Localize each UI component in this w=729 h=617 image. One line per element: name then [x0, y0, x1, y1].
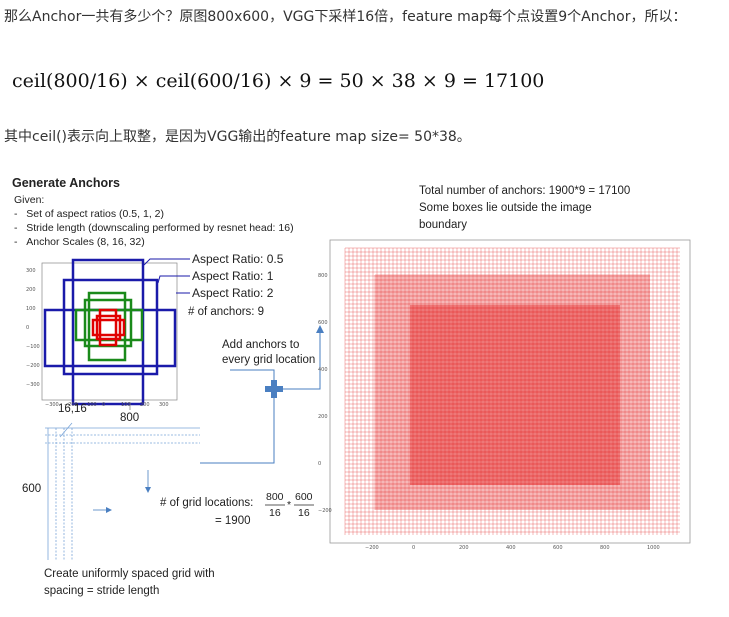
small-plot-xtick: −200: [64, 402, 78, 408]
plus-icon-v: [271, 380, 277, 398]
big-plot-xtick: 400: [506, 545, 516, 551]
big-plot-xtick: −200: [365, 545, 379, 551]
frac1-num: 800: [266, 491, 284, 503]
big-plot-ytick: 0: [318, 461, 322, 467]
small-plot-frame: [41, 262, 178, 401]
arrow-grid-right-head: [106, 507, 112, 513]
aspect-label-line-2: [157, 275, 190, 284]
aspect-label-1: Aspect Ratio: 0.5: [192, 252, 284, 266]
anchor-box-blue-tall: [71, 258, 145, 406]
grid-result: = 1900: [215, 515, 251, 527]
arrow-from-anchors: [230, 369, 275, 380]
arrow-head-up: [316, 325, 324, 333]
frac2-den: 16: [298, 507, 310, 519]
given-item-1: - Set of aspect ratios (0.5, 1, 2): [14, 208, 164, 220]
small-plot-ytick: 100: [26, 306, 36, 312]
figure-title: Generate Anchors: [12, 176, 120, 190]
anchor-box-red-wide: [91, 318, 126, 337]
origin-pointer: [59, 422, 73, 438]
paragraph-intro: 那么Anchor一共有多少个？原图800x600，VGG下采样16倍，featu…: [4, 9, 687, 25]
frac1-den: 16: [269, 507, 281, 519]
anchor-box-red-square: [95, 314, 122, 341]
aspect-label-2: Aspect Ratio: 1: [192, 269, 274, 283]
small-plot-ytick: 0: [26, 325, 30, 331]
small-plot-xtick: 300: [159, 402, 169, 408]
grid-dense-core: [410, 305, 620, 485]
big-plot-xtick: 1000: [647, 545, 660, 551]
anchor-generation-figure: Generate Anchors Given: - Set of aspect …: [0, 165, 729, 617]
given-item-3: - Anchor Scales (8, 16, 32): [14, 236, 145, 248]
small-plot-ytick: −200: [26, 363, 40, 369]
anchor-count-formula: ceil(800/16) × ceil(600/16) × 9 = 50 × 3…: [12, 70, 545, 92]
grid-height-label: 600: [22, 483, 42, 495]
num-anchors-label: # of anchors: 9: [188, 306, 265, 318]
grid-width-label: 800: [120, 412, 140, 424]
total-line-3: boundary: [419, 219, 467, 231]
figure-drawing: [41, 239, 691, 560]
big-plot-ytick: 200: [318, 414, 328, 420]
arrow-to-big-plot: [283, 330, 321, 390]
given-item-2: - Stride length (downscaling performed b…: [14, 222, 294, 234]
small-plot-xtick: 0: [102, 402, 106, 408]
frac2-num: 600: [295, 491, 313, 503]
aspect-label-line-1: [143, 258, 190, 266]
caption-line-1: Create uniformly spaced grid with: [44, 568, 215, 580]
grid-origin-label: 16,16: [58, 403, 87, 415]
grid-locations-label: # of grid locations:: [160, 497, 254, 509]
big-plot-xtick: 800: [600, 545, 610, 551]
paragraph-ceil-note: 其中ceil()表示向上取整，是因为VGG输出的feature map size…: [4, 129, 471, 145]
anchor-box-blue-square: [62, 278, 159, 376]
small-plot-ytick: −300: [26, 382, 40, 388]
total-line-1: Total number of anchors: 1900*9 = 17100: [419, 185, 631, 197]
arrow-grid-down-head: [145, 487, 151, 493]
add-anchors-line-2: every grid location: [222, 354, 316, 366]
aspect-label-3: Aspect Ratio: 2: [192, 286, 274, 300]
small-plot-xtick: −100: [83, 402, 97, 408]
big-plot-ytick: −200: [318, 508, 332, 514]
small-plot-xtick: 200: [140, 402, 150, 408]
big-plot-xtick: 200: [459, 545, 469, 551]
big-plot-xtick: 0: [412, 545, 416, 551]
total-line-2: Some boxes lie outside the image: [419, 202, 592, 214]
given-label: Given:: [14, 194, 45, 206]
small-plot-xtick: −300: [45, 402, 59, 408]
arrow-from-grid: [200, 398, 275, 464]
big-plot-ytick: 400: [318, 367, 328, 373]
times-sign: *: [287, 499, 292, 511]
caption-line-2: spacing = stride length: [44, 585, 160, 597]
small-plot-xtick: 100: [121, 402, 131, 408]
add-anchors-line-1: Add anchors to: [222, 339, 300, 351]
big-plot-ytick: 800: [318, 273, 328, 279]
small-plot-ytick: 200: [26, 287, 36, 293]
big-plot-frame: [329, 239, 691, 544]
anchor-box-red-tall: [98, 308, 118, 347]
small-plot-ytick: −100: [26, 344, 40, 350]
big-plot-ytick: 600: [318, 320, 328, 326]
anchor-grid-all: [344, 247, 680, 535]
small-plot-ytick: 300: [26, 268, 36, 274]
big-plot-xtick: 600: [553, 545, 563, 551]
